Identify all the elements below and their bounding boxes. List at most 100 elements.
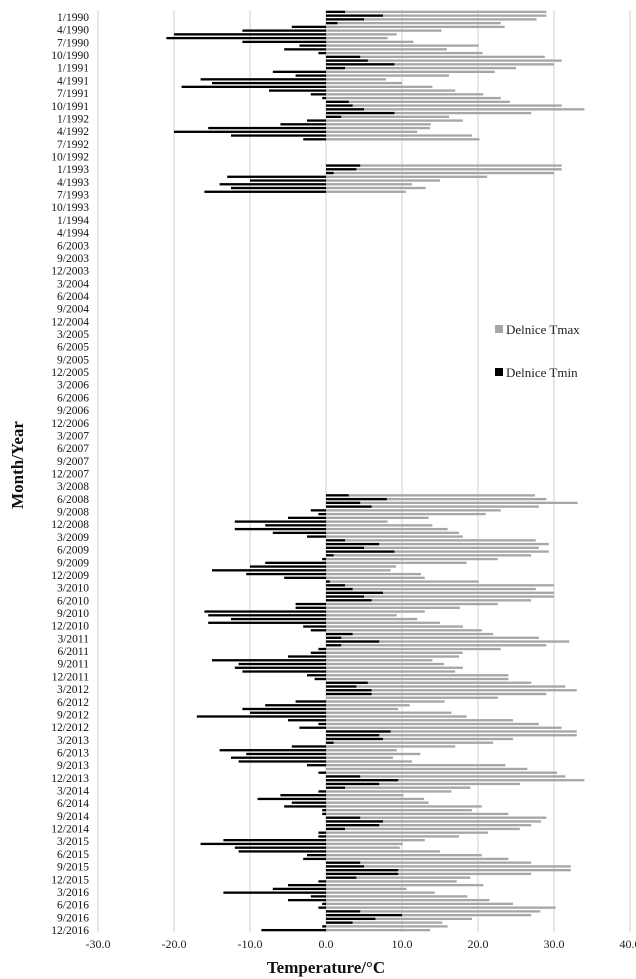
bar-tmin bbox=[284, 805, 326, 808]
bar-tmax bbox=[326, 183, 412, 186]
bar-tmax bbox=[326, 512, 486, 516]
bar-tmin bbox=[238, 850, 326, 853]
bar-tmax bbox=[326, 767, 528, 771]
bar-tmin bbox=[307, 674, 326, 677]
bar-tmin bbox=[318, 835, 326, 838]
y-tick-label: 9/2007 bbox=[57, 456, 89, 468]
bar-tmax bbox=[326, 171, 554, 175]
bar-tmax bbox=[326, 722, 539, 726]
bar-tmax bbox=[326, 696, 498, 699]
bar-tmin bbox=[318, 51, 326, 55]
bar-tmax bbox=[326, 617, 418, 621]
bar-tmax bbox=[326, 572, 421, 576]
y-tick-label: 3/2007 bbox=[57, 430, 89, 442]
bar-tmax bbox=[326, 681, 532, 684]
bar-tmin bbox=[326, 584, 345, 587]
bar-tmin bbox=[326, 501, 361, 505]
bar-tmin bbox=[250, 179, 326, 182]
bar-tmax bbox=[326, 921, 443, 924]
bar-tmax bbox=[326, 887, 407, 891]
bar-tmax bbox=[326, 737, 513, 741]
bar-tmin bbox=[223, 839, 326, 842]
bar-tmax bbox=[326, 126, 431, 130]
y-tick-label: 3/2011 bbox=[57, 633, 89, 645]
bar-tmax bbox=[326, 809, 472, 812]
bar-tmax bbox=[326, 749, 397, 752]
bar-tmax bbox=[326, 636, 539, 639]
bar-tmax bbox=[326, 883, 484, 887]
bar-tmax bbox=[326, 861, 532, 864]
bar-tmin bbox=[318, 771, 326, 774]
bar-tmax bbox=[326, 835, 459, 838]
y-tick-label: 9/2013 bbox=[57, 760, 89, 772]
y-tick-label: 9/2008 bbox=[57, 507, 89, 519]
bar-tmax bbox=[326, 21, 501, 25]
legend: Delnice Tmax Delnice Tmin bbox=[495, 322, 580, 380]
bar-tmax bbox=[326, 175, 488, 178]
bar-tmin bbox=[326, 587, 353, 591]
bar-tmax bbox=[326, 587, 536, 591]
y-tick-label: 6/2007 bbox=[57, 443, 89, 455]
y-tick-label: 3/2013 bbox=[57, 735, 89, 747]
bar-tmin bbox=[227, 175, 326, 178]
bar-tmin bbox=[310, 93, 326, 96]
bar-tmin bbox=[310, 895, 326, 898]
x-tick-labels: -30.0 -20.0 -10.0 0.0 10.0 20.0 30.0 40.0 bbox=[86, 937, 636, 951]
bar-tmax bbox=[326, 752, 421, 756]
y-tick-label: 9/2003 bbox=[57, 253, 89, 265]
bar-tmax bbox=[326, 591, 554, 594]
bar-tmax bbox=[326, 685, 566, 688]
x-tick-label: 40.0 bbox=[620, 937, 636, 951]
bar-tmax bbox=[326, 546, 539, 549]
bar-tmin bbox=[326, 876, 357, 879]
bar-tmax bbox=[326, 719, 513, 722]
bar-tmax bbox=[326, 647, 501, 651]
y-tick-label: 3/2005 bbox=[57, 329, 89, 341]
bar-tmin bbox=[318, 790, 326, 793]
bar-tmin bbox=[219, 749, 326, 752]
bar-tmin bbox=[223, 891, 326, 894]
bar-tmin bbox=[181, 85, 326, 88]
bar-tmax bbox=[326, 876, 471, 879]
bar-tmin bbox=[318, 647, 326, 651]
bar-tmax bbox=[326, 66, 516, 70]
y-tick-label: 12/2009 bbox=[51, 570, 89, 582]
bar-tmin bbox=[307, 535, 326, 538]
y-tick-label: 1/1990 bbox=[57, 12, 89, 24]
bar-tmax bbox=[326, 854, 482, 857]
bar-tmax bbox=[326, 786, 471, 789]
bar-tmin bbox=[326, 10, 345, 14]
bar-tmin bbox=[280, 123, 326, 126]
bar-tmax bbox=[326, 707, 399, 711]
bar-tmax bbox=[326, 610, 425, 613]
y-tick-label: 12/2006 bbox=[51, 418, 89, 430]
bar-tmin bbox=[326, 685, 357, 688]
bar-tmin bbox=[326, 595, 364, 598]
bar-tmin bbox=[257, 797, 326, 801]
y-tick-label: 3/2006 bbox=[57, 380, 89, 392]
bar-tmin bbox=[307, 119, 326, 122]
bar-tmax bbox=[326, 632, 494, 636]
bar-tmin bbox=[326, 921, 353, 924]
legend-label-tmax: Delnice Tmax bbox=[506, 322, 580, 337]
bar-tmin bbox=[326, 59, 368, 62]
y-tick-label: 6/2013 bbox=[57, 747, 89, 759]
bar-tmin bbox=[295, 700, 326, 703]
bar-tmin bbox=[326, 872, 399, 876]
bar-tmin bbox=[326, 730, 391, 733]
bar-tmax bbox=[326, 51, 483, 55]
bar-tmin bbox=[295, 606, 326, 609]
bar-tmax bbox=[326, 689, 577, 692]
bar-tmin bbox=[326, 108, 364, 111]
y-tick-label: 7/1992 bbox=[57, 139, 89, 151]
bar-tmax bbox=[326, 59, 562, 62]
bar-tmin bbox=[326, 644, 342, 647]
bar-tmin bbox=[234, 520, 326, 523]
bar-tmin bbox=[231, 186, 326, 190]
bar-tmin bbox=[246, 572, 326, 576]
bar-tmax bbox=[326, 820, 542, 823]
y-tick-label: 9/2014 bbox=[57, 811, 89, 823]
bar-tmin bbox=[326, 681, 368, 684]
bar-tmax bbox=[326, 138, 480, 141]
bar-tmax bbox=[326, 557, 498, 561]
